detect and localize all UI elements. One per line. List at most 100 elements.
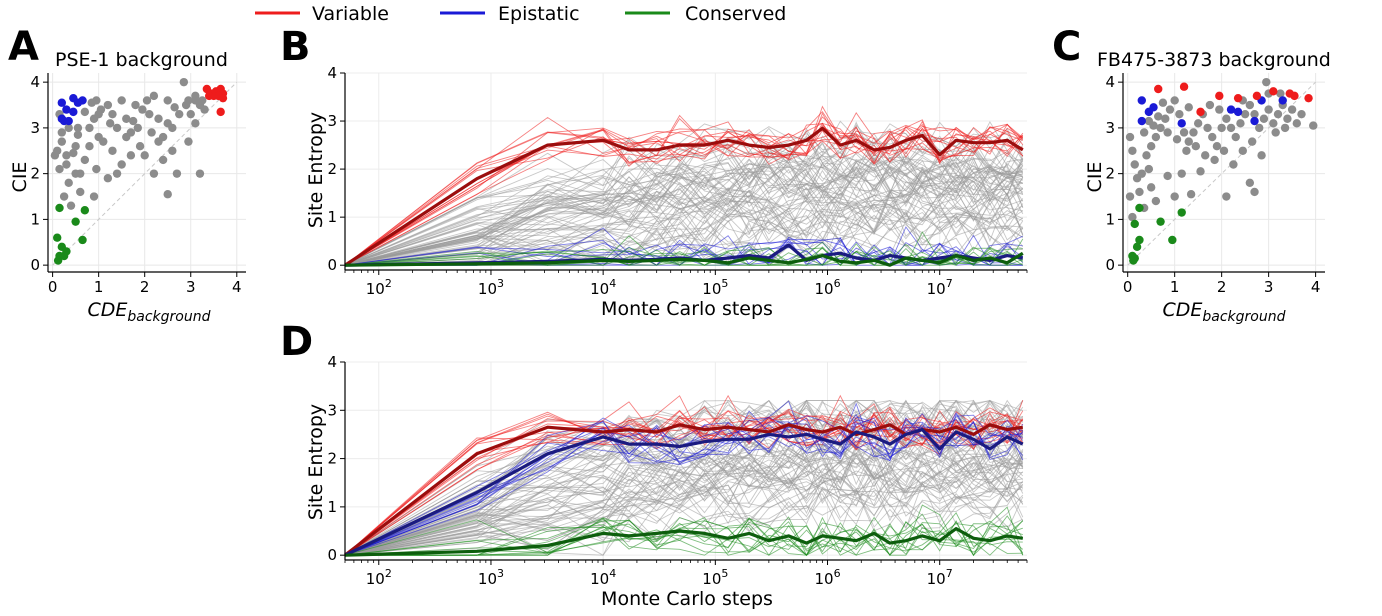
site-trace-other [345, 191, 1024, 266]
scatter-point-other [158, 132, 168, 142]
scatter-point-other [50, 151, 60, 160]
mean-line-epistatic [344, 428, 1024, 557]
y-axis-label-d: Site Entropy [305, 404, 327, 520]
scatter-point-variable [1290, 91, 1299, 101]
scatter-point-epistatic [1144, 107, 1154, 117]
scatter-point-other [1259, 114, 1269, 123]
scatter-point-other [1128, 212, 1137, 222]
scatter-point-other [117, 96, 126, 105]
y-tick-label: 3 [30, 119, 40, 137]
scatter-point-other [1273, 109, 1283, 119]
site-trace-epistatic [344, 417, 1023, 556]
y-tick-label: 2 [327, 160, 337, 178]
scatter-point-other [1144, 116, 1154, 126]
scatter-point-epistatic [1278, 96, 1287, 105]
scatter-point-other [1205, 100, 1215, 110]
scatter-point-other [1193, 119, 1203, 128]
scatter-point-conserved [1135, 203, 1144, 213]
scatter-point-other [1262, 77, 1271, 87]
y-tick-label: 0 [327, 546, 337, 564]
site-trace-other [344, 450, 1024, 556]
scatter-point-other [1135, 187, 1144, 197]
site-trace-conserved [344, 519, 1023, 556]
scatter-point-other [168, 123, 177, 133]
site-trace-other [344, 427, 1023, 556]
diagonal-line [52, 81, 238, 266]
scatter-point-other [62, 151, 71, 160]
x-tick-label: 3 [186, 278, 196, 296]
site-trace-other [344, 161, 1024, 266]
site-trace-conserved [345, 513, 1024, 557]
scatter-point-other [108, 146, 117, 155]
scatter-point-other [1151, 196, 1161, 206]
scatter-point-other [140, 151, 149, 160]
scatter-point-other [73, 123, 83, 133]
scatter-point-conserved [59, 251, 69, 261]
mean-line-variable [344, 423, 1024, 557]
y-tick-label: 0 [30, 256, 40, 274]
scatter-point-conserved [53, 256, 63, 265]
site-trace-conserved [344, 246, 1024, 266]
y-tick-label: 0 [327, 256, 337, 274]
scatter-point-other [1245, 100, 1255, 110]
scatter-point-other [1250, 187, 1259, 197]
scatter-point-other [1161, 114, 1170, 123]
scatter-point-other [163, 96, 172, 105]
site-trace-other [344, 193, 1023, 266]
x-tick-label: 1 [94, 278, 104, 296]
scatter-point-other [184, 96, 193, 105]
scatter-point-other [1240, 109, 1250, 119]
scatter-point-other [179, 77, 189, 87]
scatter-point-other [1271, 128, 1280, 137]
scatter-point-other [1226, 123, 1236, 133]
scatter-point-other [69, 148, 78, 158]
site-trace-epistatic [344, 400, 1024, 556]
site-trace-variable [344, 395, 1024, 556]
scatter-point-other [1154, 112, 1163, 121]
scatter-point-other [1280, 123, 1290, 133]
site-trace-other [344, 181, 1023, 266]
scatter-point-epistatic [57, 98, 67, 107]
scatter-point-other [71, 141, 80, 151]
scatter-point-variable [1233, 93, 1243, 103]
scatter-point-epistatic [62, 105, 71, 114]
site-trace-variable [344, 122, 1024, 266]
scatter-point-other [1250, 109, 1259, 119]
site-trace-other [344, 155, 1024, 266]
scatter-point-other [1212, 141, 1222, 151]
scatter-point-other [1203, 123, 1212, 133]
scatter-point-other [126, 151, 136, 160]
site-trace-variable [344, 410, 1024, 556]
x-tick-label: 106 [814, 277, 840, 298]
scatter-point-variable [1179, 82, 1189, 91]
scatter-point-epistatic [69, 107, 78, 117]
scatter-point-other [138, 105, 147, 114]
scatter-point-epistatic [1137, 116, 1146, 126]
scatter-point-other [1222, 192, 1231, 201]
scatter-point-other [1287, 105, 1297, 114]
site-trace-other [344, 486, 1024, 556]
site-trace-other [344, 440, 1024, 556]
scatter-point-other [62, 160, 71, 169]
scatter-point-other [1257, 151, 1266, 160]
scatter-point-other [1231, 132, 1240, 142]
site-trace-epistatic [344, 421, 1024, 556]
scatter-point-other [184, 137, 193, 146]
scatter-point-variable [1154, 84, 1163, 94]
scatter-point-other [103, 174, 113, 183]
scatter-point-other [1130, 160, 1139, 169]
site-trace-other [344, 459, 1024, 556]
site-trace-variable [344, 119, 1024, 266]
site-trace-other [344, 488, 1024, 556]
scatter-point-other [80, 155, 90, 165]
y-tick-label: 2 [327, 450, 337, 468]
scatter-point-variable [1215, 91, 1224, 101]
scatter-point-other [1175, 109, 1184, 119]
site-trace-other [344, 136, 1024, 266]
scatter-point-other [64, 178, 73, 187]
scatter-point-other [92, 164, 101, 174]
scatter-point-other [1146, 141, 1156, 151]
scatter-point-other [1156, 123, 1165, 133]
scatter-point-other [1189, 128, 1198, 137]
x-tick-label: 4 [1311, 278, 1321, 296]
